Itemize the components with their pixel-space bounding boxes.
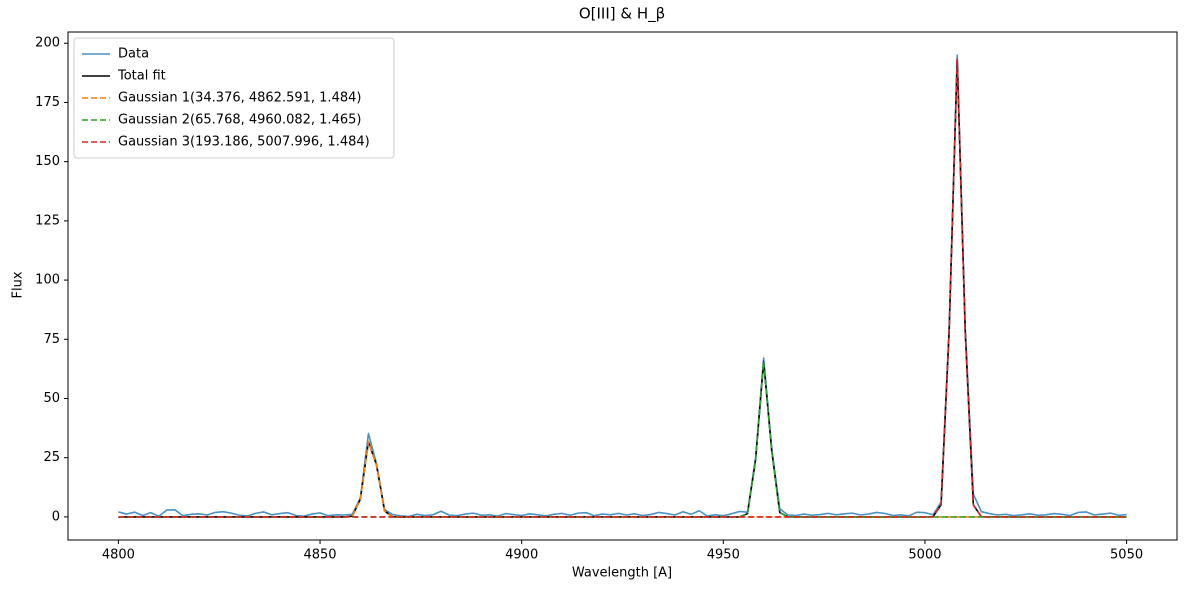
series-line [118,58,1127,518]
y-tick-label: 50 [43,391,60,406]
legend-label: Gaussian 3(193.186, 5007.996, 1.484) [118,135,370,150]
y-tick-label: 150 [35,154,60,169]
legend-label: Data [118,47,149,62]
y-tick-label: 175 [35,95,60,110]
x-tick-label: 5000 [908,548,941,563]
x-axis-label: Wavelength [A] [572,566,672,581]
y-axis-label: Flux [11,271,26,298]
x-tick-label: 4950 [707,548,740,563]
y-tick-label: 25 [43,450,60,465]
legend-label: Gaussian 2(65.768, 4960.082, 1.465) [118,113,361,128]
chart-title: O[III] & H_β [579,5,665,24]
y-tick-label: 75 [43,332,60,347]
legend-label: Gaussian 1(34.376, 4862.591, 1.484) [118,91,361,106]
legend-box [73,37,395,159]
y-tick-label: 200 [35,36,60,51]
y-tick-label: 100 [35,273,60,288]
x-tick-label: 4800 [102,548,135,563]
series-line [118,440,1127,518]
x-tick-label: 4850 [303,548,336,563]
legend-label: Total fit [117,69,166,84]
y-tick-label: 0 [52,509,60,524]
x-tick-label: 4900 [505,548,538,563]
plot-frame [67,31,1178,541]
series-line [118,360,1127,518]
y-tick-label: 125 [35,213,60,228]
x-tick-label: 5050 [1110,548,1143,563]
